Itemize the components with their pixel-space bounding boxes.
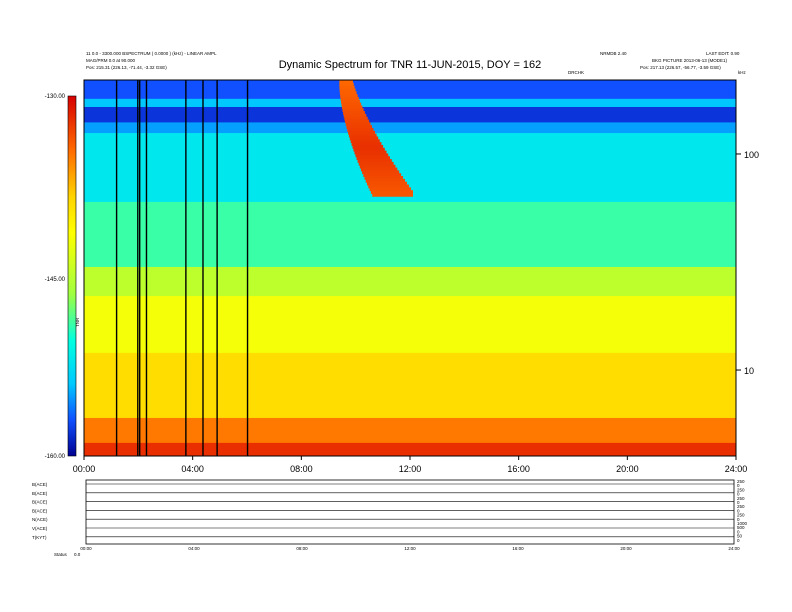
lower-panel-row-label: B(ACE) (32, 508, 48, 513)
header-corner-unit: kHz (738, 70, 746, 75)
lower-panel-right-tick: 500 (737, 525, 745, 530)
colorbar-tick-mid: -145.00 (45, 277, 66, 283)
spectrum-band-10 (84, 442, 736, 457)
lower-panel-right-tick: 250 (737, 496, 745, 501)
spectrum-band-3 (84, 122, 736, 134)
x-axis: 00:00 04:00 08:00 12:00 16:00 20:00 24:00 (73, 456, 748, 474)
lower-panel-x-tick: 20:00 (620, 546, 632, 551)
lower-panel-right-tick: 0 (737, 483, 740, 488)
lower-panel-right-tick: 0 (737, 508, 740, 513)
lower-panel-right-tick: 50 (737, 534, 743, 539)
header-right-line-2: LAST EDIT: 0.90 (706, 51, 740, 56)
header-right-line-4: Pos: 217.13 (226.57, -56.77, -3.59 GSE) (640, 65, 721, 70)
lower-panel-x-tick: 24:00 (728, 546, 740, 551)
spectrum-band-7 (84, 296, 736, 354)
lower-panel-x-tick: 08:00 (296, 546, 308, 551)
lower-panel-right-tick: 0 (737, 517, 740, 522)
y-tick-label: 10 (744, 366, 754, 376)
lower-panel-frame (85, 479, 735, 545)
spectrum-band-0 (84, 80, 736, 100)
lower-panel-right-tick: 250 (737, 504, 745, 509)
lower-panel-x-tick: 16:00 (512, 546, 524, 551)
lower-panel-row-label: B(ACE) (32, 500, 48, 505)
header-left-line-3: Pos: 215.31 (226.13, -71.44, -3.32 GSE) (86, 65, 167, 70)
colorbar-tick-top: -130.00 (45, 94, 66, 100)
status-label: Status (54, 552, 68, 557)
x-tick-label: 08:00 (290, 464, 313, 474)
x-tick-label: 04:00 (181, 464, 204, 474)
spectrogram-plot (84, 80, 736, 457)
y-tick-label: 100 (744, 150, 759, 160)
colorbar-label: TNR (75, 317, 80, 327)
x-tick-label: 20:00 (616, 464, 639, 474)
lower-panel-row-label: B(ACE) (32, 491, 48, 496)
lower-panel-right-tick: 0 (737, 500, 740, 505)
lower-panel-right-tick: 250 (737, 479, 745, 484)
spectrum-band-9 (84, 417, 736, 444)
y-axis: 100 10 (736, 150, 759, 376)
spectrum-band-2 (84, 106, 736, 123)
lower-panel-x-tick: 00:00 (80, 546, 92, 551)
solar-wind-panel: B(ACE) B(ACE) B(ACE) B(ACE) N(ACE) V(ACE) T(KY… (32, 479, 748, 557)
lower-panel-right-tick: 0 (737, 538, 740, 543)
spectrum-band-6 (84, 266, 736, 297)
spectrum-band-8 (84, 352, 736, 419)
lower-panel-x-tick: 12:00 (404, 546, 416, 551)
lower-panel-x-tick: 04:00 (188, 546, 200, 551)
lower-panel-right-tick: 250 (737, 487, 745, 492)
header-left-line-1: 11 0.0 - 3300.000 BSPECTRUM ( 0.0000 ) (… (86, 51, 217, 56)
lower-panel-row-label: T(KYT) (32, 535, 47, 540)
lower-panel-row-label: B(ACE) (32, 482, 48, 487)
x-tick-label: 12:00 (399, 464, 422, 474)
x-tick-label: 16:00 (507, 464, 530, 474)
lower-panel-right-tick: 1000 (737, 521, 748, 526)
status-value: 0.0 (74, 552, 81, 557)
colorbar (67, 95, 77, 457)
lower-panel-row-label: V(ACE) (32, 526, 48, 531)
lower-panel-right-tick: 250 (737, 513, 745, 518)
lower-panel-row-label: N(ACE) (32, 517, 48, 522)
header-small-label: DRCHK (568, 70, 584, 75)
header-left-line-2: MAG/PRM 0.0 at 90.000 (86, 58, 136, 63)
lower-panel-right-tick: 0 (737, 492, 740, 497)
lower-panel-right-tick: 0 (737, 529, 740, 534)
colorbar-tick-bottom: -160.00 (45, 454, 66, 460)
type-iii-burst-segment (372, 190, 413, 197)
spectrum-band-5 (84, 201, 736, 268)
spectrum-band-1 (84, 98, 736, 108)
header-right-line-1: NRMDB 2.40 (600, 51, 627, 56)
chart-title: Dynamic Spectrum for TNR 11-JUN-2015, DO… (279, 59, 542, 71)
x-tick-label: 00:00 (73, 464, 96, 474)
x-tick-label: 24:00 (725, 464, 748, 474)
header-right-line-3: BKG PICTURE 2013-06-13 (MODE1) (652, 58, 728, 63)
